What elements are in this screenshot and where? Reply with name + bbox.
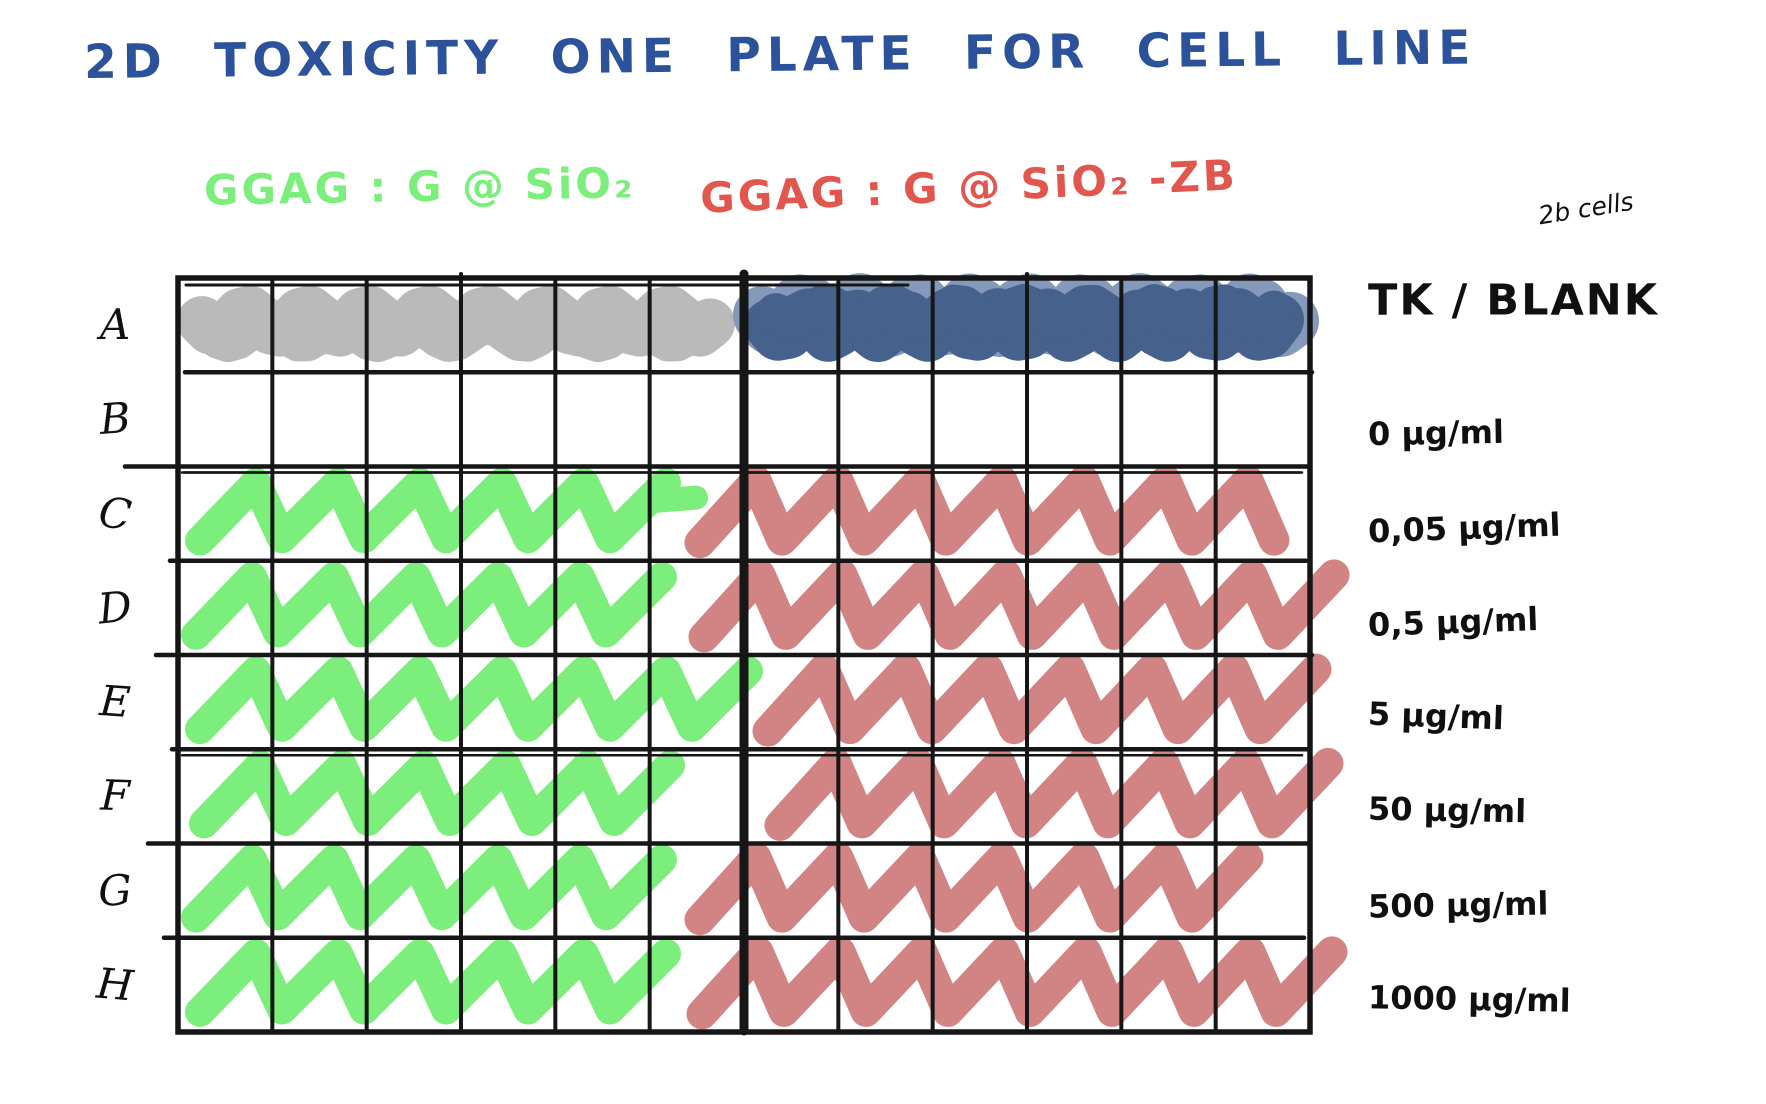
row-annotation-C: 0,05 µg/ml	[1367, 505, 1562, 550]
row-annotation-B: 0 µg/ml	[1367, 413, 1505, 454]
row-label-H: H	[94, 958, 136, 1011]
row-label-D: D	[95, 581, 135, 634]
row-annotation-G: 500 µg/ml	[1367, 884, 1549, 926]
row-annotation-E: 5 µg/ml	[1367, 694, 1505, 738]
row-label-E: E	[98, 676, 133, 728]
row-label-B: B	[97, 393, 133, 445]
row-annotation-A: TK / BLANK	[1368, 275, 1660, 326]
row-label-A: A	[99, 300, 131, 350]
row-label-F: F	[99, 770, 131, 821]
left-group-label: GGAG : G @ SiO₂	[203, 158, 636, 215]
row-annotation-F: 50 µg/ml	[1367, 789, 1527, 831]
row-label-G: G	[96, 864, 134, 916]
row-annotation-H: 1000 µg/ml	[1367, 978, 1571, 1020]
row-annotation-D: 0,5 µg/ml	[1367, 599, 1539, 644]
